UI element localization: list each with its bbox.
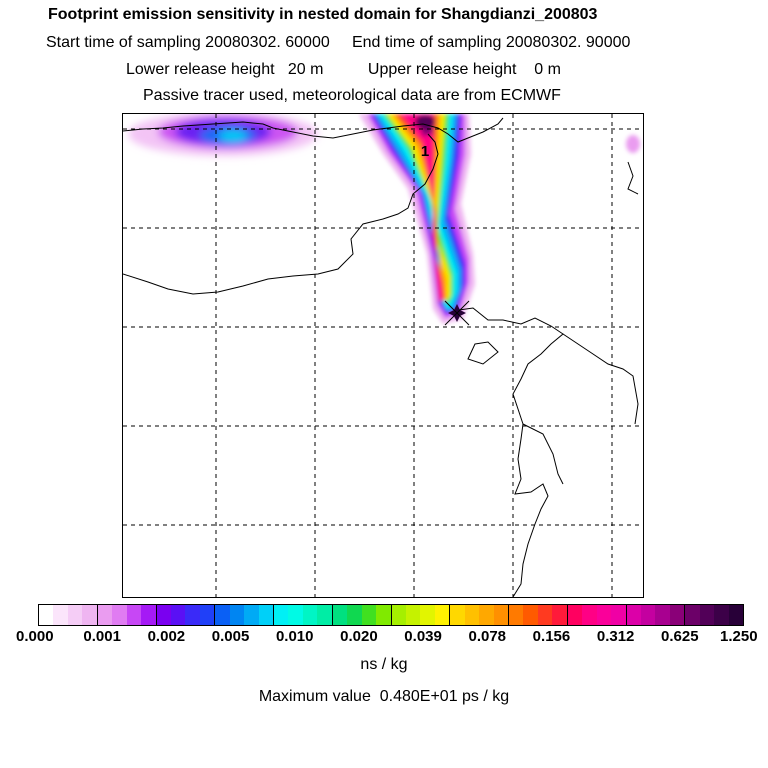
color-scale-swatch bbox=[185, 605, 200, 625]
color-scale-swatch bbox=[523, 605, 538, 625]
color-scale-swatch bbox=[317, 605, 332, 625]
color-scale-segment bbox=[625, 605, 685, 625]
color-scale-swatch bbox=[582, 605, 597, 625]
color-scale-swatch bbox=[714, 605, 729, 625]
color-scale-swatch bbox=[464, 605, 480, 625]
color-scale-swatch bbox=[685, 605, 700, 625]
color-scale-swatch bbox=[669, 605, 685, 625]
tracer-info-line: Passive tracer used, meteorological data… bbox=[143, 87, 561, 104]
color-scale-tick-label: 0.039 bbox=[404, 628, 442, 645]
color-scale-swatch bbox=[479, 605, 494, 625]
color-scale-swatch bbox=[302, 605, 318, 625]
map-panel: 1 bbox=[122, 113, 644, 598]
color-scale-swatch bbox=[655, 605, 670, 625]
footprint-map: 1 bbox=[123, 114, 643, 597]
color-scale-swatch bbox=[258, 605, 273, 625]
plume-west-blob bbox=[128, 114, 318, 156]
color-scale-swatch bbox=[156, 605, 171, 625]
color-scale-segment bbox=[39, 605, 97, 625]
color-scale-swatch bbox=[53, 605, 68, 625]
maximum-value-label: Maximum value 0.480E+01 ps / kg bbox=[258, 688, 510, 705]
color-scale-tick-label: 0.005 bbox=[211, 628, 250, 645]
color-scale-swatch bbox=[141, 605, 156, 625]
plume-east-dot bbox=[626, 135, 640, 153]
color-scale-swatch bbox=[626, 605, 641, 625]
color-scale-tick-label: 0.010 bbox=[275, 628, 314, 645]
color-scale-swatch bbox=[728, 605, 743, 625]
color-scale-segment bbox=[155, 605, 215, 625]
color-scale-segment bbox=[273, 605, 332, 625]
color-scale-swatch bbox=[244, 605, 259, 625]
color-scale-swatch bbox=[215, 605, 230, 625]
color-scale-swatch bbox=[361, 605, 377, 625]
color-scale-swatch bbox=[82, 605, 97, 625]
color-scale-tick-label: 0.312 bbox=[596, 628, 635, 645]
color-scale-segment bbox=[684, 605, 743, 625]
color-scale-tick-label: 0.156 bbox=[532, 628, 571, 645]
color-scale-swatch bbox=[405, 605, 421, 625]
color-scale-swatch bbox=[67, 605, 83, 625]
color-scale-swatch bbox=[567, 605, 583, 625]
color-scale-segment bbox=[508, 605, 567, 625]
color-scale-segment bbox=[566, 605, 626, 625]
color-scale-swatch bbox=[39, 605, 54, 625]
color-scale-tick-label: 0.001 bbox=[83, 628, 121, 645]
color-scale-swatch bbox=[347, 605, 362, 625]
color-scale-swatch bbox=[229, 605, 245, 625]
color-scale-swatch bbox=[391, 605, 406, 625]
color-scale-swatch bbox=[420, 605, 435, 625]
color-scale-swatch bbox=[640, 605, 656, 625]
color-scale-segment bbox=[214, 605, 273, 625]
color-scale-segment bbox=[96, 605, 156, 625]
color-scale-tick-label: 0.078 bbox=[468, 628, 507, 645]
color-scale-swatch bbox=[450, 605, 465, 625]
color-scale-swatch bbox=[288, 605, 303, 625]
color-scale-swatch bbox=[596, 605, 612, 625]
color-scale-tick-label: 1.250 bbox=[720, 628, 758, 645]
color-scale-segment bbox=[331, 605, 391, 625]
color-scale-segment bbox=[390, 605, 450, 625]
lat-lon-grid bbox=[123, 114, 643, 597]
units-label: ns / kg bbox=[360, 656, 408, 673]
color-scale-swatch bbox=[97, 605, 113, 625]
plume-main bbox=[359, 114, 475, 324]
color-scale-swatch bbox=[509, 605, 524, 625]
color-scale-tick-label: 0.625 bbox=[661, 628, 699, 645]
color-scale-swatch bbox=[537, 605, 553, 625]
receptor-star-marker bbox=[444, 300, 470, 326]
color-scale-swatch bbox=[199, 605, 215, 625]
trajectory-label: 1 bbox=[421, 143, 429, 160]
release-height-line: Lower release height 20 m Upper release … bbox=[126, 61, 561, 78]
color-scale-bar bbox=[38, 604, 744, 626]
color-scale-swatch bbox=[126, 605, 142, 625]
color-scale-swatch bbox=[611, 605, 626, 625]
color-scale-swatch bbox=[376, 605, 391, 625]
color-scale-tick-label: 0.002 bbox=[147, 628, 186, 645]
color-scale-segment bbox=[449, 605, 508, 625]
color-scale-swatch bbox=[493, 605, 508, 625]
chart-title: Footprint emission sensitivity in nested… bbox=[48, 6, 598, 23]
sampling-time-line: Start time of sampling 20080302. 60000 E… bbox=[46, 34, 631, 51]
color-scale-swatch bbox=[434, 605, 450, 625]
color-scale-swatch bbox=[699, 605, 715, 625]
color-scale-swatch bbox=[170, 605, 186, 625]
color-scale-swatch bbox=[552, 605, 567, 625]
coastlines bbox=[123, 117, 639, 597]
color-scale-swatch bbox=[332, 605, 348, 625]
color-scale-swatch bbox=[274, 605, 289, 625]
color-scale-swatch bbox=[112, 605, 127, 625]
color-scale-tick-label: 0.000 bbox=[16, 628, 54, 645]
color-scale-tick-label: 0.020 bbox=[340, 628, 378, 645]
